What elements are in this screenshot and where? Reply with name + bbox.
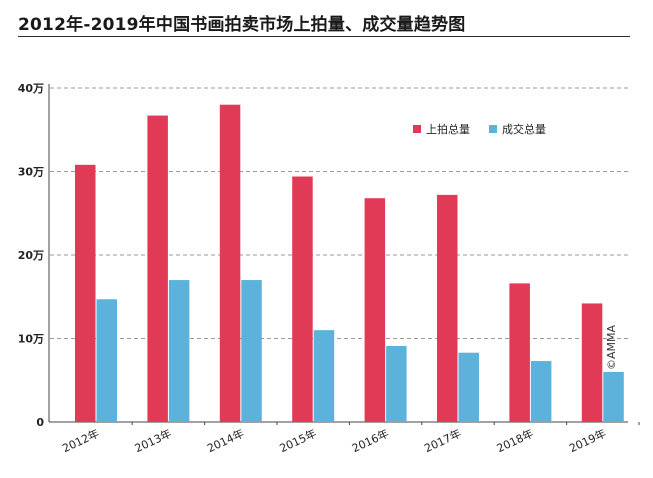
y-tick-label: 40万 (18, 82, 44, 95)
copyright-watermark: ©AMMA (605, 324, 618, 370)
x-tick-label: 2017年 (422, 426, 463, 455)
bar-listed-total (581, 303, 603, 422)
bar-sold-total (603, 371, 624, 422)
y-tick-label: 0 (36, 416, 44, 429)
bar-sold-total (458, 352, 479, 422)
chart-title: 2012年-2019年中国书画拍卖市场上拍量、成交量趋势图 (18, 15, 466, 35)
bar-listed-total (219, 104, 241, 422)
x-tick-label: 2013年 (132, 426, 173, 455)
bar-listed-total (364, 198, 386, 422)
bar-listed-total (75, 164, 96, 422)
x-tick-label: 2018年 (494, 426, 535, 455)
x-tick-label: 2019年 (567, 426, 608, 455)
y-tick-label: 30万 (18, 166, 44, 179)
title-divider (18, 36, 630, 37)
bar-listed-total (509, 283, 530, 422)
x-tick-label: 2012年 (60, 426, 101, 455)
bar-sold-total (96, 299, 117, 422)
y-tick-label: 10万 (18, 333, 44, 346)
bar-listed-total (292, 176, 313, 422)
legend-label: 成交总量 (502, 122, 546, 136)
legend-swatch (413, 125, 421, 133)
x-tick-label: 2014年 (205, 426, 246, 455)
bar-sold-total (168, 280, 190, 422)
legend-label: 上拍总量 (426, 122, 470, 136)
bar-listed-total (437, 194, 458, 422)
legend-swatch (489, 125, 497, 133)
bar-sold-total (386, 346, 407, 422)
bar-listed-total (147, 115, 168, 423)
y-tick-label: 20万 (18, 249, 44, 262)
bar-sold-total (313, 330, 335, 422)
x-tick-label: 2015年 (277, 426, 318, 455)
x-tick-label: 2016年 (350, 426, 391, 455)
bar-sold-total (530, 361, 552, 422)
bar-sold-total (241, 280, 262, 422)
